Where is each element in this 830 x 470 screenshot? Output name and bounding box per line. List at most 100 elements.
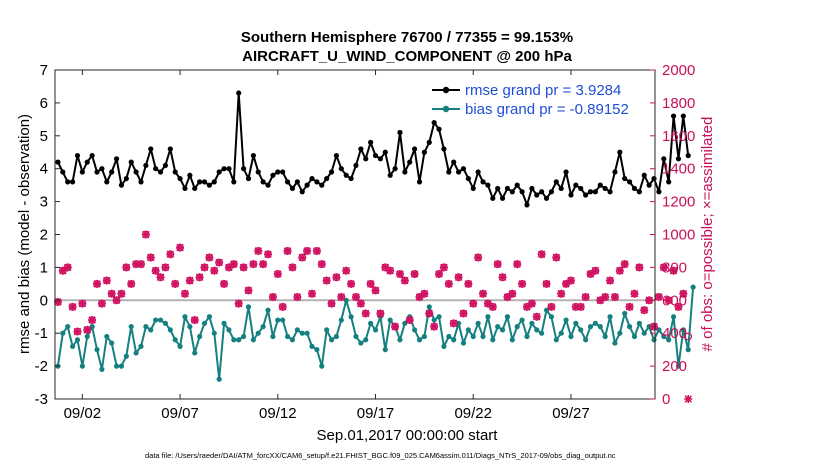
assimilated-obs-marker [459,309,468,318]
assimilated-obs-marker [112,296,121,305]
bias-point [402,320,408,326]
rmse-point [563,169,569,175]
assimilated-obs-marker [522,302,531,311]
rmse-point [387,172,393,178]
bias-point [167,327,173,333]
rmse-point [573,182,579,188]
bias-point [206,314,212,320]
bias-point [304,330,310,336]
assimilated-obs-marker [615,266,624,275]
bias-point [495,324,501,330]
bias-point [651,337,657,343]
bias-point [578,327,584,333]
rmse-point [519,189,525,195]
bias-point [499,327,506,333]
bias-point [563,317,569,323]
bias-point [280,317,286,323]
assimilated-obs-marker [405,316,414,325]
rmse-point [109,169,115,175]
bias-point [626,324,633,330]
assimilated-obs-marker [650,322,659,331]
rmse-point [617,149,623,155]
assimilated-obs-marker [386,266,395,275]
assimilated-obs-marker [454,273,463,282]
bias-point [319,363,325,369]
rmse-point [280,169,286,175]
assimilated-obs-marker [342,266,351,275]
legend-rmse-marker [442,86,450,94]
bias-point [328,337,335,343]
rmse-point [177,175,183,182]
assimilated-obs-marker [171,279,180,288]
bias-point [446,333,452,340]
assimilated-obs-marker [601,293,610,302]
assimilated-obs-marker [180,289,189,298]
y-right-tick-label: 600 [662,292,687,309]
assimilated-obs-marker [625,302,634,311]
bias-point [187,324,193,330]
rmse-point [148,146,154,152]
legend-rmse-label: rmse grand pr = 3.9284 [465,82,621,99]
bias-point [240,333,247,340]
bias-point [558,330,564,336]
bias-point [338,317,344,323]
rmse-point [123,175,129,182]
bias-point [475,320,481,326]
rmse-point [216,169,222,175]
assimilated-obs-marker [503,293,512,302]
assimilated-obs-marker [97,299,106,308]
rmse-point [641,172,647,178]
rmse-point [226,166,232,172]
assimilated-obs-marker [469,299,478,308]
assimilated-obs-marker [63,263,72,272]
assimilated-obs-marker [268,293,277,302]
bias-point [416,337,423,343]
y-right-tick-label: 1600 [662,128,695,145]
rmse-point [284,179,291,185]
y-right-tick-label: 1000 [662,227,695,244]
x-tick-label: 09/12 [259,405,297,422]
bias-point [79,363,85,369]
chart-title: Southern Hemisphere 76700 / 77355 = 99.1… [241,29,573,46]
bias-point [539,330,545,336]
assimilated-obs-marker [107,289,116,298]
assimilated-obs-marker [308,289,317,298]
bias-point [314,347,320,353]
rmse-point [636,189,642,195]
assimilated-obs-marker [220,279,229,288]
assimilated-obs-marker [420,289,429,298]
assimilated-obs-marker [425,309,434,318]
rmse-point [353,162,359,169]
assimilated-obs-marker [395,269,404,278]
rmse-point [89,152,95,159]
bias-point [685,347,691,353]
bias-point [69,343,76,349]
y-axis-label-right: # of obs: o=possible; ×=assimilated [699,117,716,352]
bias-point [157,317,164,323]
assimilated-obs-marker [449,319,458,328]
bias-point [353,333,359,340]
assimilated-obs-marker [146,253,155,262]
rmse-point [465,175,471,182]
y-right-tick-label: 200 [662,358,687,375]
assimilated-obs-marker [400,276,409,285]
bias-point [534,327,540,333]
bias-point [485,314,491,320]
y-tick-label: 0 [40,292,48,309]
rmse-point [94,169,100,175]
bias-point [221,320,227,326]
assimilated-obs-marker [224,263,233,272]
bias-point [343,297,349,303]
assimilated-obs-marker [366,279,375,288]
assimilated-obs-marker [596,296,605,305]
rmse-point [495,185,501,192]
assimilated-obs-marker [259,260,268,269]
rmse-point [377,156,384,162]
rmse-point [231,179,237,185]
y-right-tick-label: 0 [662,391,670,408]
assimilated-obs-marker [312,246,321,255]
assimilated-obs-marker [635,263,644,272]
rmse-point [260,179,266,185]
bias-point [680,327,686,333]
